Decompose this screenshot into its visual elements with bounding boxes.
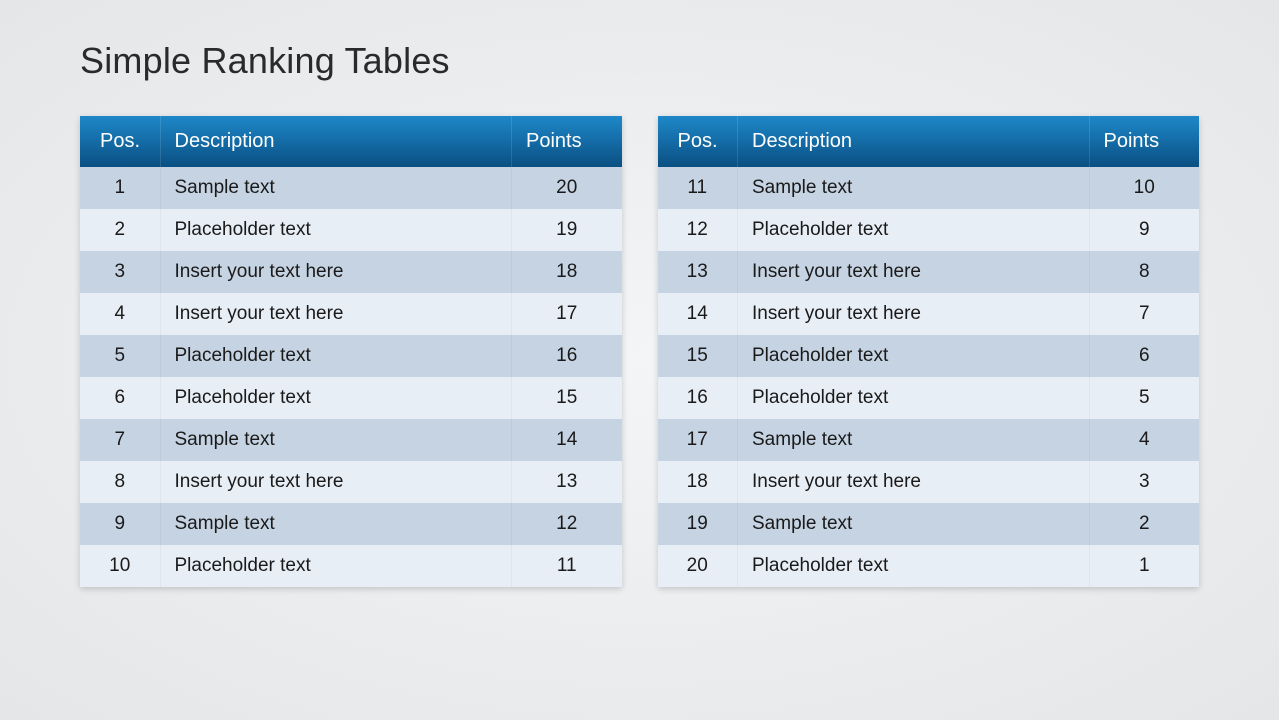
table-row: 20Placeholder text1 [658,545,1200,587]
col-header-pos: Pos. [658,116,738,167]
cell-desc: Placeholder text [738,209,1090,251]
cell-desc: Placeholder text [738,545,1090,587]
cell-desc: Sample text [160,167,512,209]
cell-points: 14 [512,419,622,461]
cell-points: 1 [1089,545,1199,587]
table-row: 9Sample text12 [80,503,622,545]
col-header-pos: Pos. [80,116,160,167]
cell-points: 7 [1089,293,1199,335]
cell-pos: 15 [658,335,738,377]
cell-points: 16 [512,335,622,377]
table-row: 14Insert your text here7 [658,293,1200,335]
col-header-desc: Description [160,116,512,167]
cell-points: 6 [1089,335,1199,377]
cell-points: 2 [1089,503,1199,545]
table-body-left: 1Sample text202Placeholder text193Insert… [80,167,622,587]
cell-desc: Insert your text here [738,293,1090,335]
cell-desc: Placeholder text [738,335,1090,377]
cell-desc: Insert your text here [160,461,512,503]
cell-pos: 9 [80,503,160,545]
cell-points: 10 [1089,167,1199,209]
col-header-points: Points [512,116,622,167]
page-title: Simple Ranking Tables [80,40,1199,82]
cell-pos: 20 [658,545,738,587]
col-header-desc: Description [738,116,1090,167]
cell-pos: 16 [658,377,738,419]
table-row: 6Placeholder text15 [80,377,622,419]
cell-pos: 5 [80,335,160,377]
cell-desc: Placeholder text [160,335,512,377]
col-header-points: Points [1089,116,1199,167]
cell-desc: Placeholder text [160,209,512,251]
table-header-row: Pos. Description Points [80,116,622,167]
cell-desc: Sample text [738,503,1090,545]
tables-container: Pos. Description Points 1Sample text202P… [80,116,1199,587]
cell-points: 9 [1089,209,1199,251]
cell-points: 19 [512,209,622,251]
table-row: 16Placeholder text5 [658,377,1200,419]
cell-points: 5 [1089,377,1199,419]
cell-desc: Sample text [738,167,1090,209]
cell-pos: 3 [80,251,160,293]
cell-points: 12 [512,503,622,545]
ranking-table-left: Pos. Description Points 1Sample text202P… [80,116,622,587]
cell-pos: 8 [80,461,160,503]
table-row: 4Insert your text here17 [80,293,622,335]
cell-desc: Placeholder text [160,545,512,587]
table-row: 7Sample text14 [80,419,622,461]
table-row: 19Sample text2 [658,503,1200,545]
cell-desc: Sample text [160,419,512,461]
table-row: 10Placeholder text11 [80,545,622,587]
cell-pos: 7 [80,419,160,461]
table-body-right: 11Sample text1012Placeholder text913Inse… [658,167,1200,587]
cell-pos: 14 [658,293,738,335]
cell-desc: Insert your text here [738,251,1090,293]
cell-pos: 1 [80,167,160,209]
cell-desc: Sample text [738,419,1090,461]
cell-desc: Sample text [160,503,512,545]
ranking-table-right: Pos. Description Points 11Sample text101… [658,116,1200,587]
cell-pos: 6 [80,377,160,419]
cell-points: 4 [1089,419,1199,461]
cell-desc: Placeholder text [160,377,512,419]
table-row: 5Placeholder text16 [80,335,622,377]
table-row: 18Insert your text here3 [658,461,1200,503]
table-header-row: Pos. Description Points [658,116,1200,167]
cell-pos: 4 [80,293,160,335]
table-row: 3Insert your text here18 [80,251,622,293]
table-row: 12Placeholder text9 [658,209,1200,251]
cell-points: 3 [1089,461,1199,503]
cell-desc: Placeholder text [738,377,1090,419]
cell-points: 8 [1089,251,1199,293]
cell-points: 20 [512,167,622,209]
cell-points: 11 [512,545,622,587]
cell-points: 17 [512,293,622,335]
cell-pos: 13 [658,251,738,293]
table-row: 8Insert your text here13 [80,461,622,503]
cell-pos: 11 [658,167,738,209]
cell-points: 15 [512,377,622,419]
cell-pos: 2 [80,209,160,251]
cell-points: 18 [512,251,622,293]
cell-desc: Insert your text here [738,461,1090,503]
cell-desc: Insert your text here [160,251,512,293]
cell-pos: 10 [80,545,160,587]
cell-points: 13 [512,461,622,503]
table-row: 13Insert your text here8 [658,251,1200,293]
table-row: 1Sample text20 [80,167,622,209]
cell-pos: 19 [658,503,738,545]
table-row: 11Sample text10 [658,167,1200,209]
table-row: 15Placeholder text6 [658,335,1200,377]
cell-pos: 17 [658,419,738,461]
cell-desc: Insert your text here [160,293,512,335]
cell-pos: 12 [658,209,738,251]
table-row: 2Placeholder text19 [80,209,622,251]
cell-pos: 18 [658,461,738,503]
table-row: 17Sample text4 [658,419,1200,461]
